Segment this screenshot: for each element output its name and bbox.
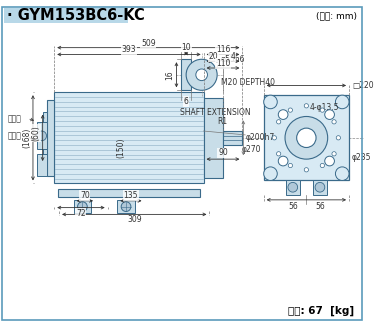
Text: 116: 116 — [216, 45, 230, 54]
Circle shape — [336, 95, 349, 109]
Text: 56: 56 — [288, 202, 298, 211]
Bar — [181, 59, 191, 90]
Text: 70: 70 — [80, 191, 90, 200]
Circle shape — [320, 108, 324, 112]
Circle shape — [278, 110, 288, 119]
Circle shape — [186, 59, 217, 90]
Text: M20 DEPTH40: M20 DEPTH40 — [221, 78, 275, 87]
Text: (単位: mm): (単位: mm) — [316, 11, 357, 20]
Text: □220: □220 — [352, 81, 374, 90]
Circle shape — [288, 164, 292, 168]
Bar — [37, 154, 46, 176]
Text: 動力線: 動力線 — [8, 131, 22, 140]
Text: · GYM153BC6-KC: · GYM153BC6-KC — [7, 8, 144, 23]
Text: 質量: 67  [kg]: 質量: 67 [kg] — [288, 305, 354, 316]
Text: 309: 309 — [127, 215, 142, 224]
Circle shape — [332, 120, 336, 124]
Circle shape — [37, 131, 46, 141]
Text: φ270: φ270 — [241, 145, 261, 154]
Circle shape — [272, 136, 276, 140]
Text: 56: 56 — [315, 202, 325, 211]
Bar — [4, 8, 128, 24]
Bar — [223, 131, 242, 145]
Circle shape — [325, 156, 334, 166]
Circle shape — [304, 168, 309, 172]
Circle shape — [288, 108, 292, 112]
Text: 509: 509 — [141, 39, 156, 48]
Text: φ55h6: φ55h6 — [221, 55, 246, 64]
Circle shape — [325, 110, 334, 119]
Bar — [204, 98, 223, 178]
Circle shape — [78, 202, 87, 212]
Text: 4-φ13.5: 4-φ13.5 — [309, 103, 339, 112]
Bar — [43, 112, 46, 164]
Circle shape — [320, 164, 324, 168]
Text: 393: 393 — [122, 45, 136, 54]
Bar — [58, 189, 200, 197]
Text: 信号線: 信号線 — [8, 114, 22, 123]
Bar — [54, 92, 204, 183]
Bar — [286, 181, 300, 195]
Text: 16: 16 — [165, 70, 174, 79]
Text: 10: 10 — [182, 43, 191, 52]
Text: 90: 90 — [218, 148, 228, 157]
Circle shape — [196, 69, 207, 81]
Circle shape — [264, 167, 277, 181]
Bar — [264, 95, 349, 181]
Text: (60): (60) — [32, 125, 41, 141]
Text: (150): (150) — [117, 137, 126, 158]
Circle shape — [264, 95, 277, 109]
Circle shape — [332, 152, 336, 156]
Bar — [313, 181, 327, 195]
Text: 72: 72 — [76, 209, 86, 217]
Circle shape — [285, 116, 328, 159]
Text: 4: 4 — [230, 52, 235, 61]
Circle shape — [278, 156, 288, 166]
Text: 6: 6 — [184, 97, 189, 106]
Text: φ200h7: φ200h7 — [245, 133, 274, 142]
Circle shape — [121, 202, 131, 212]
Bar — [46, 100, 54, 176]
Text: 135: 135 — [124, 191, 138, 200]
Bar — [74, 200, 91, 214]
Text: SHAFT EXTENSION: SHAFT EXTENSION — [180, 108, 251, 117]
Circle shape — [276, 152, 281, 156]
Circle shape — [336, 136, 340, 140]
Circle shape — [304, 104, 309, 108]
Circle shape — [276, 120, 281, 124]
Text: 20: 20 — [209, 52, 218, 61]
Text: R1: R1 — [217, 117, 227, 126]
Circle shape — [297, 128, 316, 147]
Circle shape — [315, 182, 325, 192]
Bar — [117, 200, 135, 214]
Text: (168): (168) — [22, 128, 31, 148]
Text: 110: 110 — [216, 59, 230, 68]
Circle shape — [288, 182, 298, 192]
Bar — [37, 122, 46, 149]
Text: φ235: φ235 — [352, 153, 371, 162]
Circle shape — [336, 167, 349, 181]
